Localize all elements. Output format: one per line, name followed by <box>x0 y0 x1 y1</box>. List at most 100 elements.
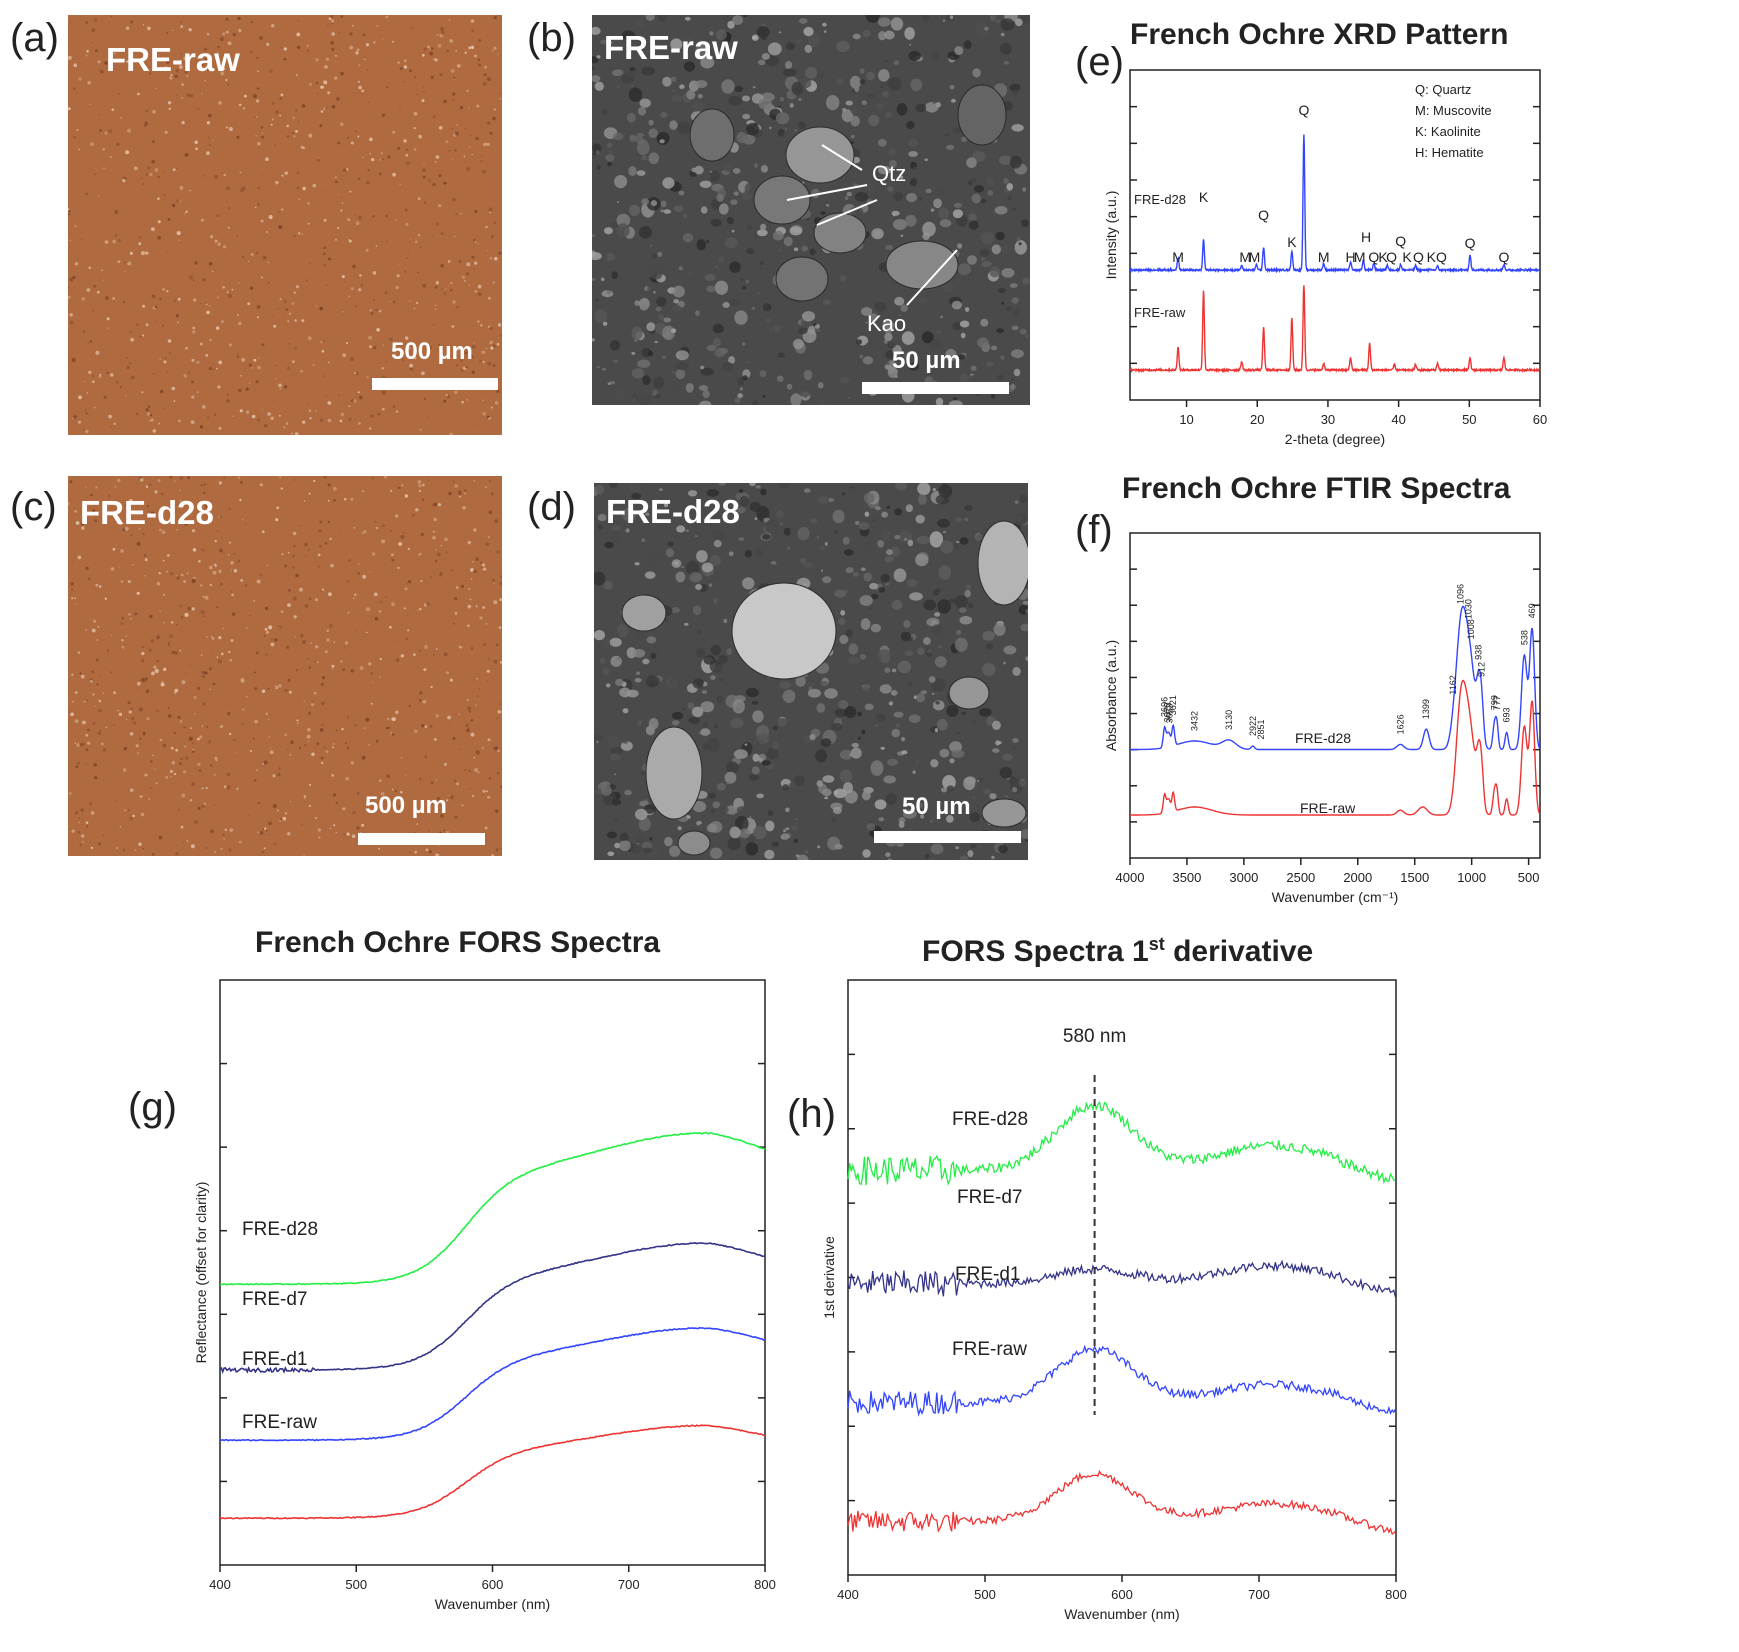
particle <box>776 375 784 382</box>
particle <box>978 845 981 848</box>
grain <box>446 671 449 675</box>
grain <box>207 504 209 506</box>
particle <box>818 400 826 405</box>
grain <box>361 755 366 760</box>
grain <box>403 81 406 83</box>
particle <box>691 706 704 718</box>
grain <box>125 635 128 637</box>
grain <box>201 218 204 222</box>
particle <box>695 310 700 316</box>
particle <box>746 248 755 255</box>
particle <box>960 332 966 339</box>
grain <box>500 847 502 849</box>
grain <box>180 52 183 55</box>
grain <box>126 365 130 370</box>
grain <box>200 610 205 615</box>
grain <box>92 380 95 384</box>
series-label: FRE-d28 <box>952 1109 1028 1130</box>
grain <box>331 774 335 777</box>
grain <box>323 263 326 267</box>
grain <box>123 768 127 772</box>
grain <box>321 350 325 353</box>
particle <box>1011 207 1017 211</box>
grain <box>237 353 239 355</box>
grain <box>470 568 474 572</box>
grain <box>478 292 482 296</box>
grain <box>362 490 365 493</box>
particle <box>658 314 664 320</box>
grain <box>432 536 436 540</box>
particle <box>706 489 719 497</box>
grain <box>200 342 203 346</box>
grain <box>92 309 95 312</box>
grain <box>262 255 267 260</box>
particle <box>898 530 913 543</box>
grain <box>366 631 368 634</box>
grain <box>347 218 351 222</box>
scale-bar <box>372 378 498 390</box>
grain <box>294 432 299 435</box>
particle <box>878 586 885 593</box>
grain <box>336 97 340 101</box>
grain <box>169 769 174 773</box>
particle <box>622 740 628 744</box>
grain <box>481 155 483 157</box>
grain <box>346 342 349 344</box>
grain <box>438 174 442 177</box>
grain <box>147 405 151 408</box>
particle <box>667 541 674 547</box>
particle <box>809 734 816 741</box>
particle <box>609 41 613 44</box>
grain <box>473 757 475 759</box>
peak-label: Q <box>1368 249 1379 265</box>
grain <box>69 239 72 242</box>
particle <box>762 394 766 398</box>
particle <box>907 539 914 547</box>
grain <box>208 667 213 671</box>
grain <box>253 358 257 362</box>
grain <box>226 772 231 777</box>
particle <box>723 15 734 22</box>
grain <box>202 702 206 706</box>
grain <box>391 788 394 791</box>
particle <box>840 204 845 208</box>
particle <box>820 211 826 215</box>
particle <box>626 689 639 698</box>
grain <box>184 745 187 748</box>
x-tick-label: 500 <box>974 1587 996 1602</box>
grain <box>327 483 331 487</box>
grain <box>265 157 269 162</box>
grain <box>430 47 434 50</box>
grain <box>73 136 76 139</box>
particle <box>630 843 642 854</box>
grain <box>486 680 489 682</box>
grain <box>287 551 290 554</box>
grain <box>432 530 435 533</box>
grain <box>398 486 401 490</box>
grain <box>257 801 261 805</box>
grain <box>396 274 400 278</box>
grain <box>86 288 91 292</box>
particle <box>650 652 657 659</box>
grain <box>286 124 289 128</box>
grain <box>326 284 329 286</box>
grain <box>340 196 343 199</box>
peak-label: 912 <box>1477 662 1487 677</box>
y-axis-label: Reflectance (offset for clarity) <box>193 1182 209 1364</box>
grain <box>85 429 89 434</box>
grain <box>480 566 483 569</box>
grain <box>340 412 345 417</box>
grain <box>273 400 275 403</box>
grain <box>332 746 334 749</box>
series-label: FRE-raw <box>242 1412 317 1433</box>
grain <box>190 94 194 98</box>
particle <box>966 157 977 168</box>
grain <box>327 401 332 405</box>
grain <box>259 573 263 577</box>
grain <box>395 658 400 662</box>
grain <box>306 49 310 52</box>
particle <box>1022 600 1028 605</box>
particle <box>648 718 659 730</box>
particle <box>738 488 744 493</box>
